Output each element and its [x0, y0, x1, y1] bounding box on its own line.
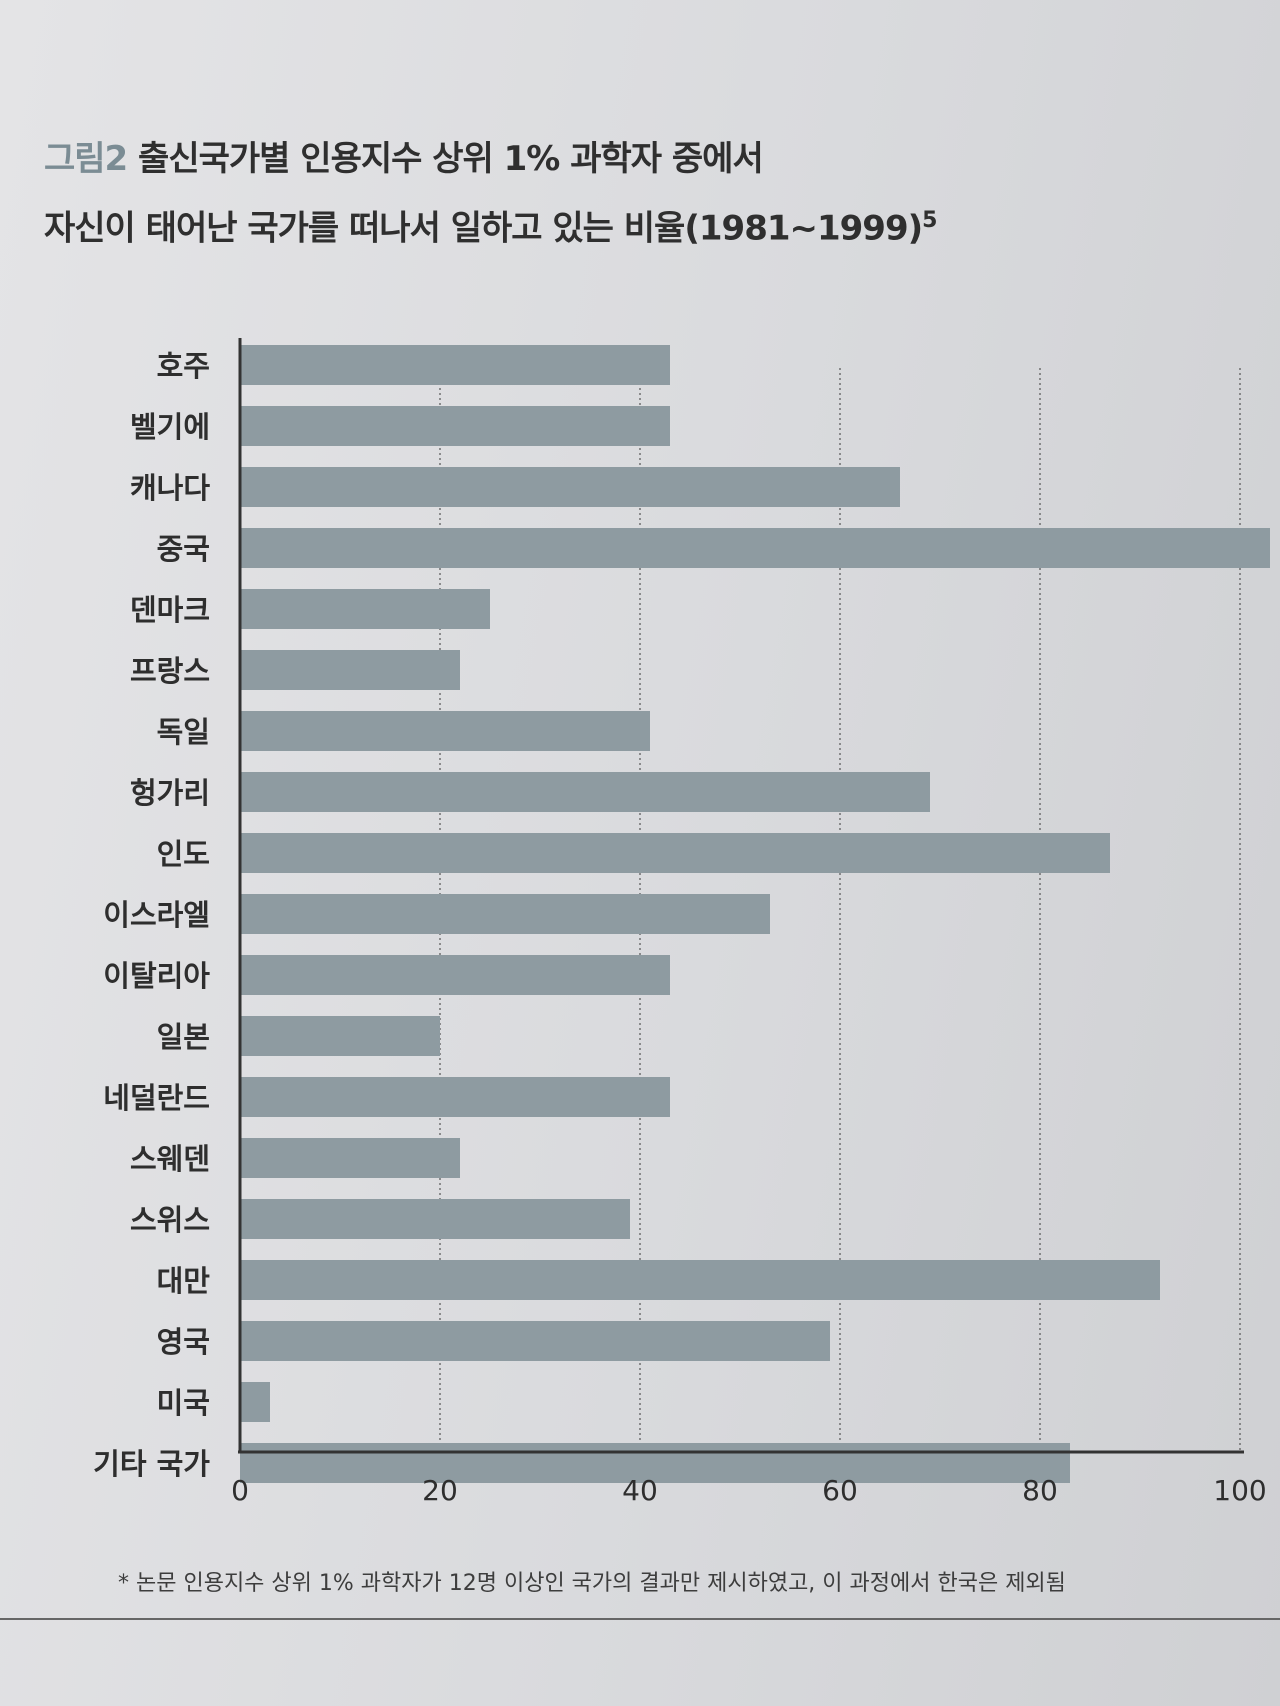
title-text-1: 출신국가별 인용지수 상위 1% 과학자 중에서: [127, 139, 764, 179]
category-label: 이탈리아: [103, 959, 210, 993]
bar: [240, 1199, 630, 1239]
category-label: 인도: [157, 837, 210, 871]
category-label: 덴마크: [130, 593, 210, 627]
title-line-2: 자신이 태어난 국가를 떠나서 일하고 있는 비율(1981~1999)5: [44, 190, 1244, 259]
x-tick-label: 60: [822, 1474, 858, 1507]
bar: [240, 528, 1270, 568]
x-tick-label: 80: [1022, 1474, 1058, 1507]
category-label: 호주: [157, 349, 210, 383]
bar: [240, 1016, 440, 1056]
category-label: 네덜란드: [103, 1081, 210, 1115]
title-text-2: 자신이 태어난 국가를 떠나서 일하고 있는 비율(1981~1999): [44, 208, 923, 249]
category-label: 대만: [157, 1264, 211, 1298]
category-label: 기타 국가: [93, 1447, 210, 1481]
chart-title: 그림2 출신국가별 인용지수 상위 1% 과학자 중에서 자신이 태어난 국가를…: [44, 128, 1244, 259]
bar: [240, 467, 900, 507]
category-label: 중국: [157, 532, 210, 566]
category-label: 독일: [157, 715, 210, 749]
x-tick-label: 20: [422, 1474, 458, 1507]
category-label: 헝가리: [130, 776, 210, 810]
category-label: 캐나다: [130, 471, 210, 505]
category-label: 벨기에: [130, 410, 210, 444]
category-label: 일본: [157, 1020, 210, 1054]
category-label: 미국: [157, 1386, 210, 1420]
bar: [240, 1382, 270, 1422]
bar-chart: 호주벨기에캐나다중국덴마크프랑스독일헝가리인도이스라엘이탈리아일본네덜란드스웨덴…: [93, 338, 1270, 1507]
bar: [240, 894, 770, 934]
category-label: 이스라엘: [103, 898, 210, 932]
bar: [240, 772, 930, 812]
bar: [240, 833, 1110, 873]
bar: [240, 1138, 460, 1178]
category-label: 프랑스: [130, 654, 210, 688]
x-tick-label: 40: [622, 1474, 658, 1507]
bar: [240, 955, 670, 995]
bar: [240, 406, 670, 446]
bar: [240, 1443, 1070, 1483]
bar: [240, 1321, 830, 1361]
figure-label: 그림2: [44, 139, 128, 179]
footnote-reference: 5: [922, 208, 937, 233]
bar: [240, 1077, 670, 1117]
bar: [240, 345, 670, 385]
footnote: * 논문 인용지수 상위 1% 과학자가 12명 이상인 국가의 결과만 제시하…: [118, 1571, 1066, 1596]
title-line-1: 그림2 출신국가별 인용지수 상위 1% 과학자 중에서: [44, 128, 1244, 190]
category-label: 스위스: [130, 1203, 210, 1237]
bottom-rule: [0, 1618, 1280, 1620]
bar: [240, 711, 650, 751]
bar: [240, 589, 490, 629]
bar: [240, 1260, 1160, 1300]
x-tick-label: 0: [231, 1474, 249, 1507]
x-tick-label: 100: [1213, 1474, 1266, 1507]
category-label: 영국: [157, 1325, 210, 1359]
category-label: 스웨덴: [130, 1142, 210, 1176]
bar: [240, 650, 460, 690]
